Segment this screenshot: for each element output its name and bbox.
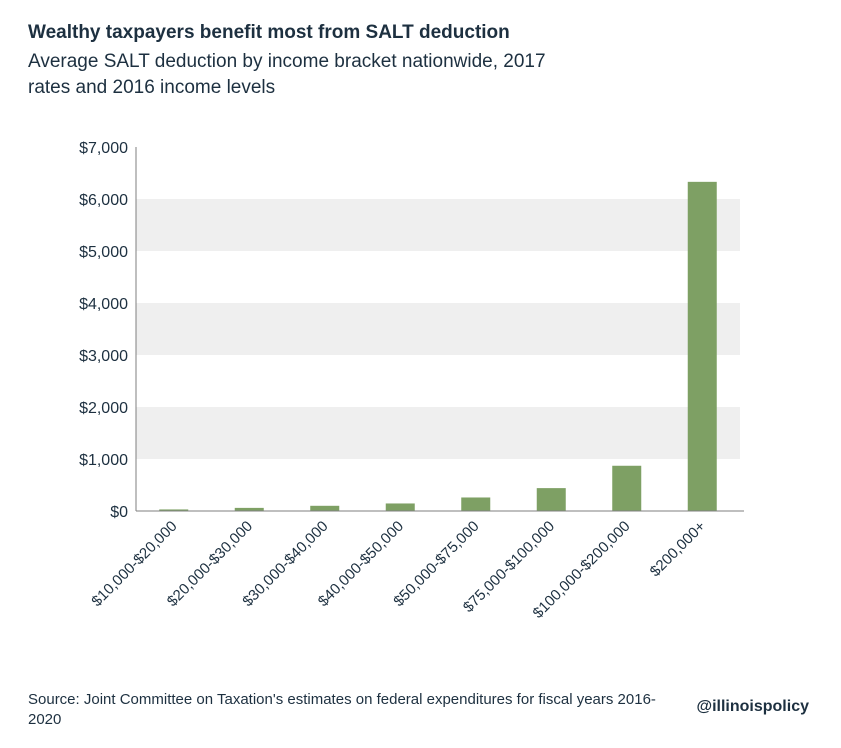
chart-title: Wealthy taxpayers benefit most from SALT…: [28, 22, 510, 43]
y-tick-label: $6,000: [79, 192, 128, 209]
bar: [234, 507, 264, 511]
grid-band: [136, 407, 740, 459]
y-tick-label: $2,000: [79, 400, 128, 417]
bar: [612, 465, 642, 511]
y-tick-label: $5,000: [79, 244, 128, 261]
bar: [385, 503, 415, 511]
y-tick-label: $1,000: [79, 452, 128, 469]
y-tick-label: $0: [110, 504, 128, 521]
brand-handle: @illinoispolicy: [696, 698, 809, 715]
grid-band: [136, 303, 740, 355]
bar: [310, 505, 340, 511]
y-tick-label: $4,000: [79, 296, 128, 313]
bar: [461, 497, 491, 511]
y-tick-labels: $0 $1,000 $2,000 $3,000 $4,000 $5,000 $6,000 $7…: [79, 140, 128, 521]
bar: [536, 488, 566, 511]
y-tick-label: $7,000: [79, 140, 128, 157]
chart-subtitle: Average SALT deduction by income bracket…: [28, 51, 546, 98]
bar: [687, 181, 717, 511]
grid-bands: [136, 199, 740, 459]
x-tick-labels: $10,000-$20,000$20,000-$30,000$30,000-$4…: [88, 518, 709, 622]
y-tick-label: $3,000: [79, 348, 128, 365]
grid-band: [136, 199, 740, 251]
bar: [159, 509, 189, 511]
source-note: Source: Joint Committee on Taxation's es…: [28, 691, 656, 728]
x-tick-label: $200,000+: [647, 518, 710, 581]
bars: [159, 181, 717, 511]
bar-chart: $0 $1,000 $2,000 $3,000 $4,000 $5,000 $6,000 $7…: [79, 140, 744, 622]
axes: [135, 147, 744, 512]
